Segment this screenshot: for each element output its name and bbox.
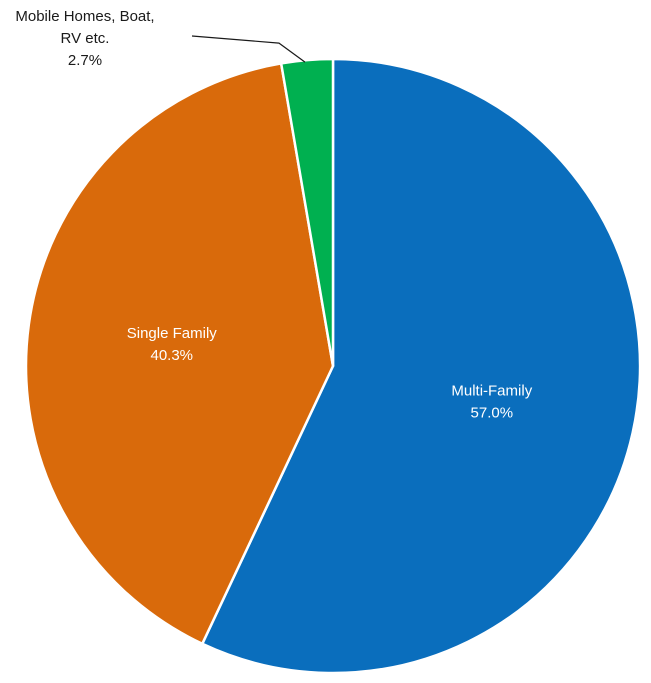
leader-line-mobile-homes-boat-rv-etc	[191, 35, 306, 63]
slice-category-label: RV etc.	[61, 30, 110, 47]
slice-value-label: 2.7%	[68, 52, 102, 69]
pie-slice-single-family	[24, 62, 335, 646]
slice-category-label: Mobile Homes, Boat,	[15, 8, 154, 25]
pie-slices	[24, 57, 642, 675]
slice-value-label: 40.3%	[150, 347, 193, 364]
slice-label-mobile-homes-boat-rv-etc: Mobile Homes, Boat, RV etc. 2.7%	[15, 8, 154, 69]
slice-label-single-family: Single Family 40.3%	[127, 325, 218, 364]
slice-value-label: 57.0%	[471, 404, 514, 421]
slice-labels: Multi-Family 57.0% Single Family 40.3% Mobil…	[15, 8, 532, 421]
slice-category-label: Single Family	[127, 325, 218, 342]
slice-category-label: Multi-Family	[451, 382, 532, 399]
pie-slice-mobile-homes-boat-rv-etc	[279, 57, 335, 368]
pie-slice-multi-family	[201, 57, 642, 675]
slice-label-multi-family: Multi-Family 57.0%	[451, 382, 532, 421]
leader-lines	[191, 35, 306, 63]
